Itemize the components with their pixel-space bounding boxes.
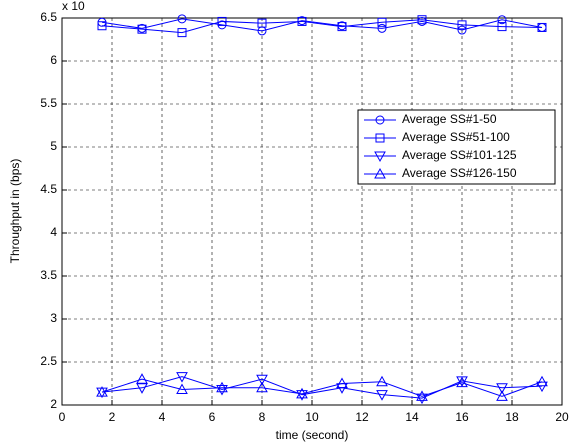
series-line <box>101 19 543 34</box>
marker <box>376 375 388 387</box>
legend-marker <box>374 167 386 179</box>
marker <box>177 28 187 38</box>
legend-label: Average SS#126-150 <box>402 166 517 180</box>
marker <box>377 23 387 33</box>
legend-marker <box>374 151 386 163</box>
marker <box>457 20 467 30</box>
y-tick-label: 3.5 <box>40 268 57 282</box>
series-line <box>101 18 543 32</box>
x-tick-label: 0 <box>59 410 66 424</box>
y-tick-label: 6.5 <box>40 10 57 24</box>
marker <box>177 14 187 24</box>
marker <box>496 390 508 401</box>
marker <box>256 374 268 386</box>
marker <box>96 386 108 397</box>
x-axis-label: time (second) <box>276 428 349 442</box>
x-tick-label: 20 <box>555 410 569 424</box>
y-tick-label: 2.5 <box>40 354 57 368</box>
x-tick-label: 16 <box>455 410 469 424</box>
marker <box>217 16 227 26</box>
x-tick-label: 12 <box>355 410 369 424</box>
marker <box>296 387 308 399</box>
legend-label: Average SS#101-125 <box>402 148 517 162</box>
x-tick-label: 14 <box>405 410 419 424</box>
marker <box>336 377 348 388</box>
marker <box>416 393 428 405</box>
y-tick-label: 4 <box>50 225 57 239</box>
y-tick-label: 6 <box>50 53 57 67</box>
x-tick-label: 8 <box>259 410 266 424</box>
marker <box>537 22 547 32</box>
marker <box>497 22 507 32</box>
marker <box>337 22 347 32</box>
multiplier-label: x 10 <box>62 0 85 13</box>
x-tick-label: 4 <box>159 410 166 424</box>
marker <box>136 373 148 384</box>
legend-marker <box>375 133 385 143</box>
marker <box>256 381 268 393</box>
plot-frame <box>61 17 563 406</box>
marker <box>536 375 548 387</box>
marker <box>296 390 308 401</box>
y-tick-label: 5 <box>50 139 57 153</box>
y-tick-label: 4.5 <box>40 182 57 196</box>
marker <box>97 21 107 31</box>
x-tick-label: 10 <box>305 410 319 424</box>
marker <box>297 16 307 26</box>
series-line <box>101 376 543 399</box>
x-tick-label: 2 <box>109 410 116 424</box>
marker <box>216 381 228 393</box>
legend-label: Average SS#1-50 <box>402 112 497 126</box>
series-line <box>101 378 543 397</box>
x-tick-label: 18 <box>505 410 519 424</box>
y-tick-label: 5.5 <box>40 96 57 110</box>
marker <box>417 15 427 25</box>
marker <box>176 383 188 395</box>
marker <box>416 390 428 401</box>
marker <box>377 17 387 27</box>
y-axis-label: Throughput in (bps) <box>8 159 22 264</box>
y-tick-label: 2 <box>50 397 57 411</box>
marker <box>456 376 468 388</box>
marker <box>497 15 507 25</box>
legend-label: Average SS#51-100 <box>402 130 510 144</box>
legend-marker <box>375 115 385 125</box>
marker <box>176 372 188 383</box>
marker <box>376 390 388 401</box>
y-tick-label: 3 <box>50 311 57 325</box>
marker <box>496 383 508 394</box>
marker <box>216 385 228 396</box>
marker <box>136 383 148 394</box>
marker <box>457 25 467 35</box>
marker <box>137 24 147 34</box>
x-tick-label: 6 <box>209 410 216 424</box>
legend-box <box>357 109 556 185</box>
marker <box>257 18 267 28</box>
